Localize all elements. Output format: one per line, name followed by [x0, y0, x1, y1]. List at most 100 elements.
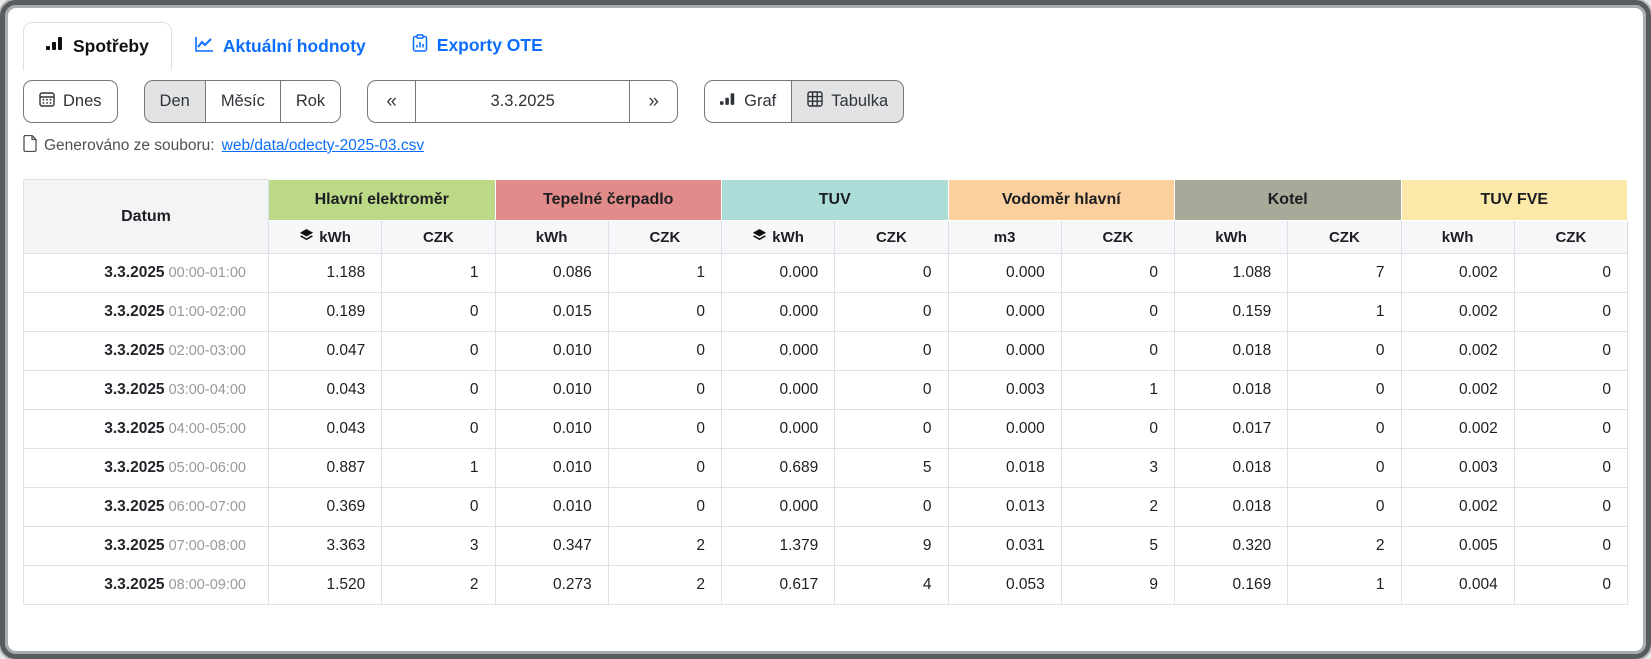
toolbar: Dnes Den Měsíc Rok « » Graf Tabulka	[23, 80, 1628, 123]
value-cell: 0.010	[494, 409, 609, 449]
value-cell: 0	[381, 370, 496, 410]
calendar-icon	[39, 91, 55, 112]
unit-header: kWh	[494, 220, 609, 254]
csv-file-link[interactable]: web/data/odecty-2025-03.csv	[221, 137, 425, 154]
value-cell: 0	[1513, 448, 1629, 488]
value-cell: 0.043	[267, 409, 383, 449]
value-cell: 0.017	[1173, 409, 1289, 449]
value-cell: 0	[607, 370, 723, 410]
value-cell: 0	[1060, 292, 1176, 332]
value-cell: 0.002	[1400, 253, 1515, 293]
stack-icon	[752, 228, 767, 247]
unit-header: kWh	[1173, 220, 1289, 254]
chevron-double-right-icon: »	[648, 90, 659, 112]
value-cell: 3.363	[267, 526, 383, 566]
today-button[interactable]: Dnes	[23, 80, 118, 123]
unit-header: kWh	[720, 220, 836, 254]
group-header: TUV	[721, 179, 949, 221]
unit-header: m3	[947, 220, 1062, 254]
value-cell: 1	[381, 253, 496, 293]
tab-aktualni-hodnoty[interactable]: Aktuální hodnoty	[172, 22, 389, 71]
group-header: Vodoměr hlavní	[947, 179, 1175, 221]
unit-header: CZK	[607, 220, 723, 254]
date-value: 3.3.2025	[104, 498, 165, 515]
date-input[interactable]	[415, 80, 631, 123]
value-cell: 0	[381, 331, 496, 371]
value-cell: 0	[1513, 409, 1629, 449]
tabulka-button[interactable]: Tabulka	[791, 80, 905, 123]
value-cell: 0	[1060, 253, 1176, 293]
date-cell: 3.3.2025 08:00-09:00	[23, 565, 269, 605]
chevron-double-left-icon: «	[386, 90, 397, 112]
time-range: 05:00-06:00	[164, 460, 246, 476]
value-cell: 0.000	[947, 292, 1062, 332]
consumption-table-wrap: Datum Hlavní elektroměr Tepelné čerpadlo T…	[23, 179, 1629, 605]
value-cell: 3	[381, 526, 496, 566]
value-cell: 1	[607, 253, 723, 293]
period-button-den[interactable]: Den	[143, 80, 206, 123]
unit-label: kWh	[319, 228, 351, 246]
value-cell: 1	[1287, 565, 1402, 605]
value-cell: 9	[834, 526, 949, 566]
group-header: Hlavní elektroměr	[268, 179, 496, 221]
unit-label: kWh	[1215, 228, 1247, 246]
value-cell: 0.689	[720, 448, 836, 488]
group-header: TUV FVE	[1400, 179, 1628, 221]
prev-date-button[interactable]: «	[367, 80, 417, 123]
unit-label: kWh	[1441, 228, 1474, 246]
tab-label: Spotřeby	[73, 36, 149, 56]
period-button-mesic[interactable]: Měsíc	[204, 80, 281, 123]
time-range: 07:00-08:00	[164, 538, 246, 554]
unit-header: kWh	[1400, 220, 1515, 254]
value-cell: 1	[1060, 370, 1176, 410]
value-cell: 1.088	[1173, 253, 1289, 293]
date-value: 3.3.2025	[104, 576, 165, 593]
unit-header: CZK	[1060, 220, 1176, 254]
value-cell: 0.189	[267, 292, 383, 332]
tab-bar: Spotřeby Aktuální hodnoty Exporty OTE	[23, 15, 1628, 71]
value-cell: 0	[607, 331, 723, 371]
value-cell: 0	[1513, 331, 1629, 371]
table-row: 3.3.2025 02:00-03:00 0.047 0 0.010 0 0.000 0 0.…	[23, 331, 1629, 371]
value-cell: 0.018	[1173, 370, 1289, 410]
time-range: 02:00-03:00	[164, 343, 246, 359]
generated-from-text: Generováno ze souboru:	[44, 137, 215, 154]
value-cell: 0	[1060, 409, 1176, 449]
value-cell: 0.000	[720, 370, 836, 410]
value-cell: 0.043	[267, 370, 383, 410]
unit-label: kWh	[535, 228, 568, 246]
value-cell: 0.047	[267, 331, 383, 371]
value-cell: 0.002	[1400, 487, 1515, 527]
table-row: 3.3.2025 00:00-01:00 1.188 1 0.086 1 0.000 0 0.…	[23, 253, 1629, 293]
unit-header: CZK	[381, 220, 496, 254]
value-cell: 0.000	[720, 409, 836, 449]
value-cell: 0	[381, 292, 496, 332]
date-cell: 3.3.2025 06:00-07:00	[23, 487, 269, 527]
value-cell: 0.887	[267, 448, 383, 488]
date-cell: 3.3.2025 00:00-01:00	[23, 253, 269, 293]
file-icon	[23, 134, 37, 157]
date-value: 3.3.2025	[104, 381, 165, 398]
tab-spotreby[interactable]: Spotřeby	[23, 22, 172, 71]
unit-header: CZK	[834, 220, 949, 254]
unit-label: kWh	[772, 228, 804, 246]
value-cell: 0.002	[1400, 292, 1515, 332]
value-cell: 2	[381, 565, 496, 605]
period-button-rok[interactable]: Rok	[279, 80, 342, 123]
tab-exporty-ote[interactable]: Exporty OTE	[389, 20, 566, 71]
value-cell: 0.018	[1173, 487, 1289, 527]
stack-icon	[299, 228, 314, 247]
value-cell: 0.003	[1400, 448, 1515, 488]
date-cell: 3.3.2025 01:00-02:00	[23, 292, 269, 332]
graf-button[interactable]: Graf	[704, 80, 793, 123]
next-date-button[interactable]: »	[629, 80, 679, 123]
date-cell: 3.3.2025 04:00-05:00	[23, 409, 269, 449]
date-cell: 3.3.2025 07:00-08:00	[23, 526, 269, 566]
date-value: 3.3.2025	[104, 459, 165, 476]
value-cell: 0	[1513, 526, 1629, 566]
date-cell: 3.3.2025 05:00-06:00	[23, 448, 269, 488]
today-label: Dnes	[63, 92, 102, 110]
unit-label: CZK	[1102, 228, 1134, 246]
date-nav-group: « »	[367, 80, 679, 123]
table-row: 3.3.2025 07:00-08:00 3.363 3 0.347 2 1.379 9 0.…	[23, 526, 1629, 566]
